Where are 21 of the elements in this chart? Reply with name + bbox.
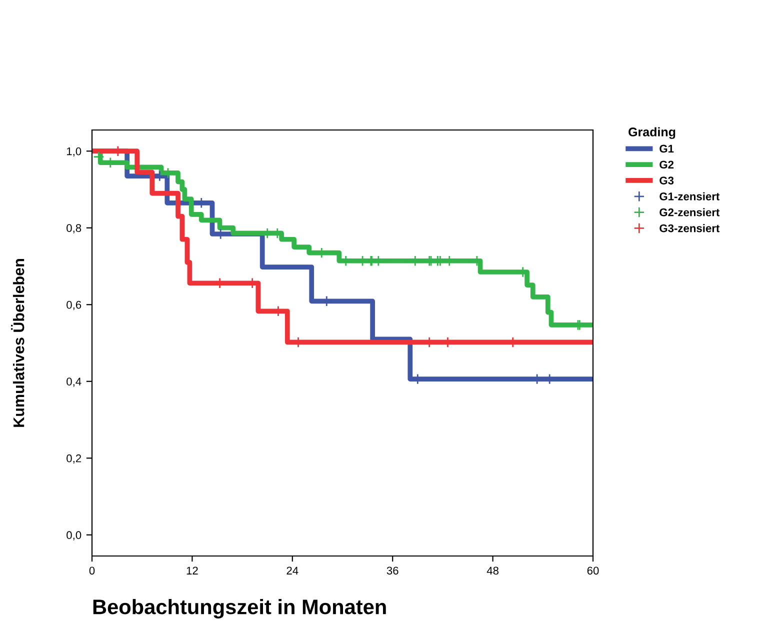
legend-title: Grading [628,127,676,139]
y-tick-label: 0,6 [66,300,82,310]
y-tick-label: 0,0 [66,531,82,540]
x-tick-label: 36 [386,566,398,575]
y-axis-title: Kumulatives Überleben [11,259,24,427]
legend-label: G3 [660,176,674,184]
legend-label: G3-zensiert [660,224,720,232]
x-tick-label: 0 [89,566,95,575]
x-tick-label: 60 [587,566,599,575]
legend-label: G1 [660,144,674,153]
x-tick-label: 48 [486,566,498,575]
legend-label: G2-zensiert [660,208,720,216]
y-tick-label: 0,2 [66,454,82,464]
y-tick-label: 0,4 [66,378,82,387]
x-axis-title: Beobachtungszeit in Monaten [93,598,386,619]
y-tick-label: 0,8 [66,224,82,234]
legend-label: G1-zensiert [660,192,720,200]
x-tick-label: 12 [186,566,198,574]
x-tick-label: 24 [286,566,298,574]
legend-label: G2 [660,160,674,169]
y-tick-label: 1,0 [66,147,82,157]
